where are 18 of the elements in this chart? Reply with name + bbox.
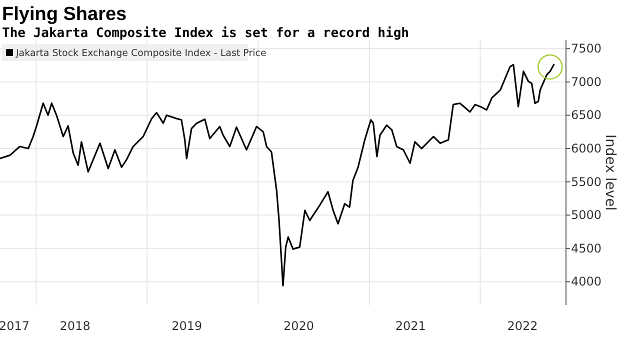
- x-tick-label: 2020: [284, 319, 314, 333]
- y-tick-label: 7000: [571, 74, 602, 89]
- legend-label: Jakarta Stock Exchange Composite Index - Last Price: [15, 48, 266, 59]
- y-tick-label: 7500: [571, 42, 602, 56]
- y-tick-label: 5500: [571, 174, 602, 189]
- x-tick-label: 2021: [395, 319, 426, 333]
- y-tick-label: 4000: [571, 274, 602, 289]
- y-tick-label: 6500: [571, 108, 602, 122]
- chart-subtitle: The Jakarta Composite Index is set for a record high: [2, 26, 409, 41]
- x-tick-label: 2019: [172, 319, 202, 333]
- chart-title: Flying Shares: [2, 4, 127, 25]
- x-tick-label: 2018: [60, 319, 90, 333]
- y-axis-title: Index level: [602, 134, 618, 211]
- x-tick-label: 2017: [0, 319, 30, 333]
- y-tick-label: 5000: [571, 208, 602, 222]
- y-tick-label: 6000: [571, 142, 602, 156]
- y-tick-label: 4500: [571, 241, 602, 256]
- x-tick-label: 2022: [507, 319, 538, 333]
